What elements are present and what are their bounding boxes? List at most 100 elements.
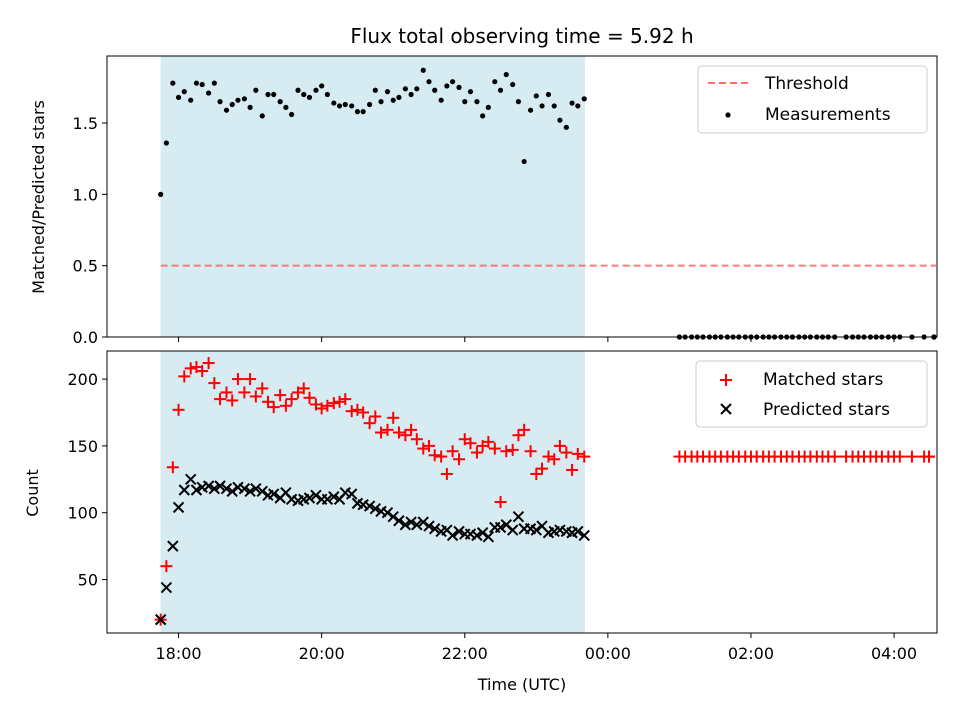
measurement-point [378,99,384,105]
predicted-star-point [423,520,435,532]
measurement-point [324,91,330,98]
bottom-ytick-label: 200 [67,370,98,389]
top-ytick-label: 0.0 [73,328,98,347]
predicted-star-point [387,511,399,523]
predicted-star-point [303,492,316,504]
top-ytick-label: 1.5 [73,114,98,133]
measurement-point [539,103,545,109]
matched-star-point [893,450,906,463]
measurement-point [533,93,539,99]
x-axis-label: Time (UTC) [477,675,566,694]
measurement-point [420,67,426,73]
measurement-point [527,107,534,113]
measurement-point [175,94,182,100]
predicted-star-point [381,507,394,519]
bottom-xtick-label: 20:00 [299,644,345,663]
matched-stars-series [154,357,935,626]
measurement-point [158,191,164,197]
predicted-star-point [178,484,190,496]
measurement-point [295,87,301,93]
matched-star-point [553,439,566,452]
matched-star-point [417,442,430,455]
measurement-point [492,79,498,85]
measurement-point [181,89,187,95]
measurement-point [515,99,522,105]
matched-star-point [506,443,519,456]
matched-star-point [387,411,400,424]
bottom-ytick-label: 50 [78,571,98,590]
predicted-star-point [572,525,584,538]
measurement-point [366,101,373,108]
measurement-point [265,91,271,98]
matched-star-point [339,393,352,406]
predicted-star-point [482,531,495,543]
measurement-point [390,97,396,103]
measurement-point [426,79,432,85]
predicted-star-point [226,485,238,498]
predicted-star-point [268,488,280,500]
measurement-point [217,99,223,105]
top-legend-box [697,65,928,134]
top-y-axis-label: Matched/Predicted stars [29,100,48,294]
measurement-point [349,103,355,109]
measurement-point [306,94,313,100]
bottom-legend: Matched stars Predicted stars [695,360,928,428]
predicted-star-point [154,613,167,626]
measurement-point [396,94,402,100]
measurement-point [551,103,557,109]
measurement-point [510,81,516,88]
matched-star-point [440,467,453,480]
predicted-star-point [369,502,382,515]
measurement-point [372,87,378,93]
matched-star-point [351,403,364,416]
matched-star-point [315,402,328,415]
predicted-star-point [328,490,340,503]
predicted-star-point [321,493,334,506]
measurement-point [331,100,337,106]
predicted-star-point [446,529,459,542]
measurement-point [229,101,235,108]
matched-star-point [530,467,543,480]
matched-star-point [410,433,423,446]
matched-star-point [548,453,561,466]
matched-star-point [512,429,525,442]
matched-star-point [542,450,555,463]
bottom-xtick-label: 00:00 [585,644,631,663]
predicted-star-point [428,523,441,535]
bottom-y-axis-label: Count [23,469,42,517]
measurement-point [521,158,527,165]
measurement-point [480,113,486,119]
matched-star-point [333,395,346,408]
matched-star-point [923,450,935,463]
legend-matched-label: Matched stars [763,370,883,390]
matched-star-point [518,423,531,436]
matched-star-point [464,437,477,450]
matched-star-point [905,450,918,463]
legend-predicted-label: Predicted stars [763,400,890,420]
measurement-point [575,103,581,109]
matched-star-point [231,373,244,386]
top-shaded-region [160,56,585,337]
measurement-point [188,97,194,103]
matched-star-point [536,462,549,475]
measurement-point [193,80,200,86]
measurement-point [211,80,217,86]
matched-star-point [560,446,573,459]
measurement-point [199,81,205,88]
bottom-xtick-label: 02:00 [728,644,774,663]
legend-threshold-label: Threshold [764,74,849,94]
matched-star-point [482,435,495,448]
measurement-point [271,91,277,98]
bottom-xtick-label: 04:00 [871,644,917,663]
bottom-xtick-label: 22:00 [442,644,488,663]
measurement-point [384,89,391,95]
bottom-axis-ticks: 50 100 150 200 18:00 20:00 22:00 00:00 02:00 04:0… [67,370,917,663]
measurement-point [438,97,444,103]
matched-star-point [244,373,257,386]
matched-star-point [357,406,370,419]
predicted-star-point [244,485,256,498]
predicted-star-point [238,482,251,495]
matched-star-point [578,450,591,463]
predicted-star-point [399,519,412,531]
matched-star-point [500,445,513,458]
